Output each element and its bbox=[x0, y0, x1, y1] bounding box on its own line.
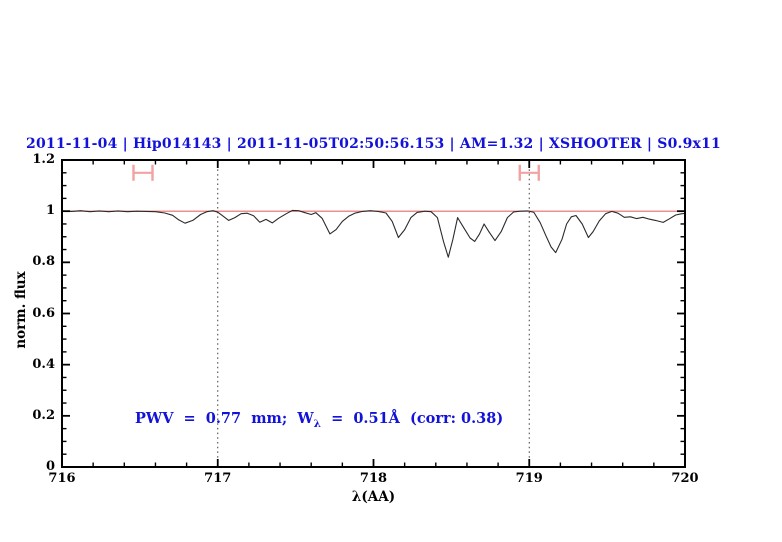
spectrum-line bbox=[61, 209, 686, 258]
pwv-annotation-suffix: = 0.51Å (corr: 0.38) bbox=[320, 410, 504, 427]
y-tick-label: 0 bbox=[45, 459, 55, 474]
y-tick-label: 1 bbox=[45, 203, 55, 219]
x-tick-label: 720 bbox=[671, 471, 699, 486]
x-axis-label: λ(AA) bbox=[351, 489, 396, 505]
y-tick-label: 0.4 bbox=[32, 356, 55, 372]
y-tick-label: 1.2 bbox=[32, 152, 55, 167]
x-tick-label: 719 bbox=[515, 471, 543, 486]
x-tick-label: 718 bbox=[359, 471, 388, 486]
y-tick-label: 0.6 bbox=[32, 305, 55, 321]
y-axis-label: norm. flux bbox=[13, 271, 29, 349]
pwv-annotation-subscript: λ bbox=[313, 418, 321, 430]
x-tick-label: 716 bbox=[48, 471, 76, 486]
pwv-annotation: PWV = 0.77 mm; Wλ = 0.51Å (corr: 0.38) bbox=[135, 410, 504, 430]
x-tick-label: 717 bbox=[204, 471, 232, 486]
pwv-annotation-prefix: PWV = 0.77 mm; W bbox=[135, 410, 314, 427]
y-tick-label: 0.8 bbox=[32, 254, 55, 270]
y-tick-label: 0.2 bbox=[32, 407, 55, 423]
plot-title: 2011-11-04 | Hip014143 | 2011-11-05T02:5… bbox=[26, 136, 721, 152]
